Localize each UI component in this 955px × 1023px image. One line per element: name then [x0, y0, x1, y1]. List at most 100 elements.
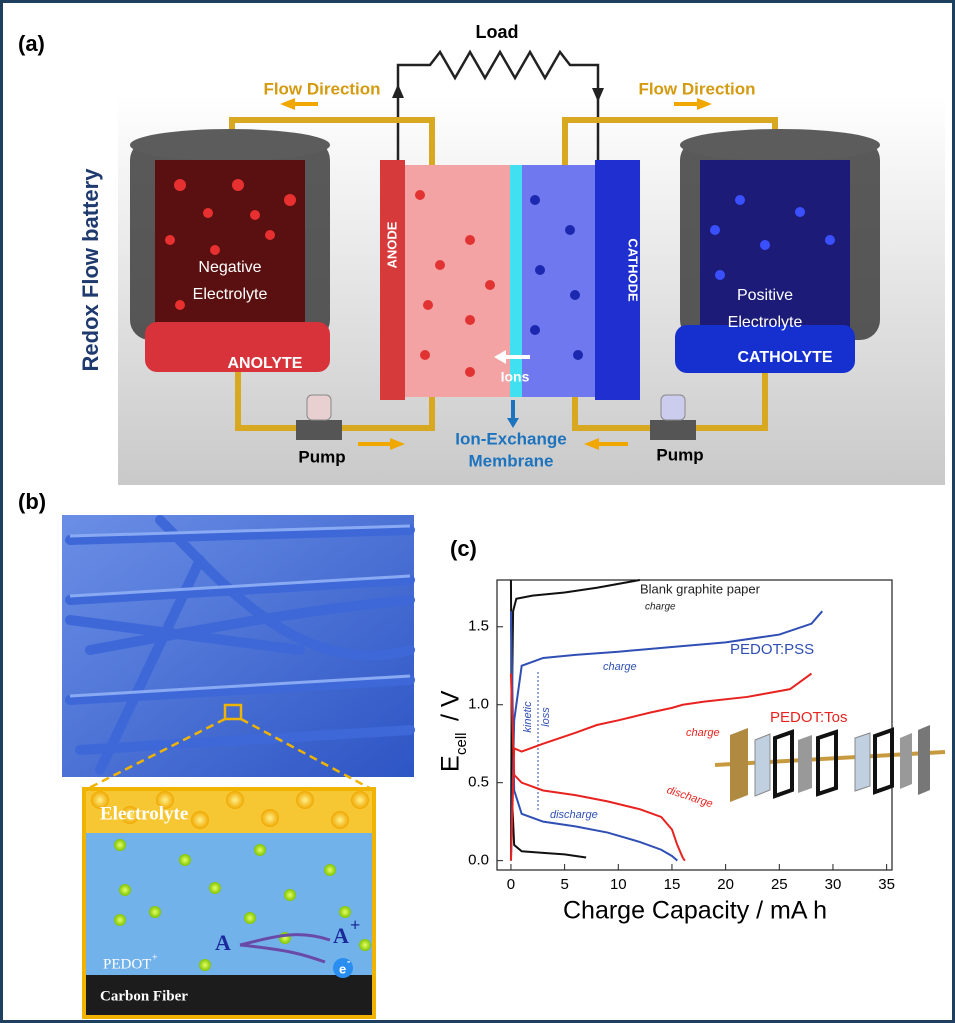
cell-ions-red [415, 190, 495, 377]
electron-label: e [339, 961, 346, 976]
annotation: kinetic [522, 701, 534, 733]
pipe [572, 395, 652, 431]
curve [509, 673, 686, 862]
y-tick-label: 0.5 [468, 774, 489, 791]
x-tick-label: 20 [717, 876, 734, 893]
cell-stack [714, 725, 946, 802]
annotation: charge [603, 661, 637, 673]
tank-base-label: CATHOLYTE [737, 349, 832, 366]
panel-c: (c) Charge Capacity / mA h E cell / V Bl… [437, 536, 946, 925]
pipe [340, 395, 435, 431]
pump [296, 420, 342, 440]
membrane-label: Membrane [468, 451, 553, 470]
arrow [592, 88, 604, 102]
product-charge: + [350, 915, 360, 935]
zoom-region [223, 703, 243, 721]
membrane [510, 165, 522, 397]
circuit [396, 49, 600, 200]
reactant: A [215, 930, 231, 955]
curve [509, 672, 813, 861]
pipe [235, 370, 300, 431]
tank-label: Electrolyte [193, 286, 268, 303]
x-tick-label: 15 [664, 876, 681, 893]
annotation: discharge [550, 809, 598, 821]
electrode-label: ANODE [384, 221, 399, 268]
tank-label: Positive [737, 287, 793, 304]
ions-blue [710, 195, 835, 280]
arrow [280, 98, 318, 110]
tank-top [130, 129, 330, 161]
arrow [494, 350, 530, 364]
arrow [674, 98, 712, 110]
layer-label: Carbon Fiber [100, 988, 188, 1004]
y-axis-label-sub: cell [453, 732, 470, 755]
product: A [333, 923, 349, 948]
plot-frame [496, 579, 893, 871]
electron-charge: - [347, 957, 350, 968]
layer-label-sup: + [152, 952, 158, 963]
zoom-line [240, 717, 374, 792]
electron [333, 958, 353, 978]
layer-label: Electrolyte [100, 803, 188, 824]
x-tick-label: 10 [610, 876, 627, 893]
load-label: Load [476, 22, 519, 42]
fibers [65, 515, 415, 775]
series-label: PEDOT:Tos [770, 709, 848, 726]
arrow [358, 438, 405, 450]
zoom-box [82, 787, 376, 1019]
pump-head [306, 394, 332, 421]
flow-label: Flow Direction [638, 79, 755, 98]
y-tick-label: 0.0 [468, 852, 489, 869]
curve [509, 610, 823, 861]
pump [650, 420, 696, 440]
x-tick-label: 35 [878, 876, 895, 893]
arrow [392, 84, 404, 98]
cell-ions-blue [530, 195, 583, 360]
panel-label: (b) [18, 489, 46, 514]
y-axis-label-main: E [437, 755, 465, 772]
pump-head [660, 394, 686, 421]
layer-label: PEDOT [103, 956, 151, 972]
panel-b: (b) Electrolyte PEDOT + [18, 489, 415, 1019]
tank-top [680, 129, 880, 161]
catholyte-base [675, 325, 855, 373]
tank-label: Negative [198, 259, 261, 276]
x-tick-label: 5 [560, 876, 568, 893]
anolyte-base [145, 322, 330, 372]
flow-label: Flow Direction [263, 79, 380, 98]
zoom-line [84, 717, 226, 792]
panel-a: (a) Redox Flow battery Load Flow Directi… [18, 22, 945, 485]
x-tick-label: 25 [771, 876, 788, 893]
x-axis-label: Charge Capacity / mA h [563, 897, 827, 925]
arrow [584, 438, 628, 450]
y-tick-label: 1.5 [468, 618, 489, 635]
series-label: PEDOT:PSS [730, 641, 814, 658]
y-axis-label: E cell / V [437, 690, 470, 772]
annotation: loss [540, 707, 552, 727]
panel-label: (a) [18, 31, 45, 56]
y-axis-label-unit: / V [437, 690, 465, 728]
x-tick-label: 0 [507, 876, 515, 893]
pump-label: Pump [298, 447, 345, 466]
anode-plate [380, 160, 405, 400]
x-tick-label: 30 [825, 876, 842, 893]
carbon-fiber-layer [85, 975, 373, 1015]
tank-base-label: ANOLYTE [228, 355, 303, 372]
cathode-plate [595, 160, 640, 400]
catholyte-liquid [700, 160, 850, 335]
arrow [507, 400, 519, 428]
annotation: charge [645, 602, 676, 613]
ions-label: Ions [501, 369, 530, 385]
curve [509, 611, 678, 862]
y-tick-label: 1.0 [468, 696, 489, 713]
electrolyte-balls [91, 791, 369, 829]
electrode-label: CATHODE [626, 238, 641, 302]
annotation: discharge [665, 784, 714, 810]
fiber-highlights [69, 524, 411, 698]
series-label: Blank graphite paper [640, 581, 761, 596]
panel-label: (c) [450, 536, 477, 561]
tank-label: Electrolyte [728, 314, 803, 331]
pedot-layer [85, 833, 373, 975]
